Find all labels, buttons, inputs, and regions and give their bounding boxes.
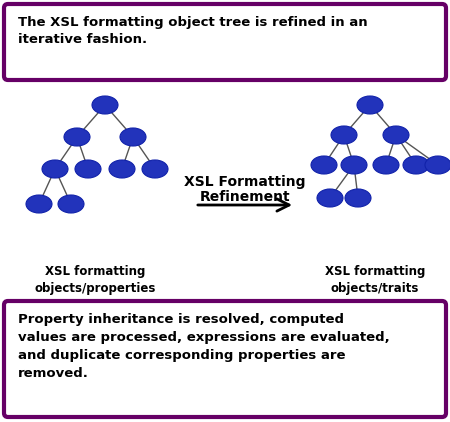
Ellipse shape (311, 156, 337, 174)
Ellipse shape (64, 128, 90, 146)
Text: The XSL formatting object tree is refined in an
iterative fashion.: The XSL formatting object tree is refine… (18, 16, 368, 46)
Ellipse shape (383, 126, 409, 144)
FancyBboxPatch shape (4, 4, 446, 80)
Ellipse shape (142, 160, 168, 178)
Ellipse shape (357, 96, 383, 114)
Ellipse shape (317, 189, 343, 207)
Text: Refinement: Refinement (200, 190, 290, 204)
Ellipse shape (75, 160, 101, 178)
Ellipse shape (26, 195, 52, 213)
Text: XSL Formatting: XSL Formatting (184, 175, 306, 189)
Ellipse shape (42, 160, 68, 178)
Ellipse shape (120, 128, 146, 146)
Ellipse shape (109, 160, 135, 178)
Ellipse shape (373, 156, 399, 174)
Ellipse shape (58, 195, 84, 213)
Ellipse shape (341, 156, 367, 174)
Text: Property inheritance is resolved, computed
values are processed, expressions are: Property inheritance is resolved, comput… (18, 313, 390, 380)
Ellipse shape (425, 156, 450, 174)
FancyBboxPatch shape (4, 301, 446, 417)
Text: XSL formatting
objects/properties: XSL formatting objects/properties (34, 265, 156, 295)
Ellipse shape (345, 189, 371, 207)
Text: XSL formatting
objects/traits: XSL formatting objects/traits (325, 265, 425, 295)
Ellipse shape (403, 156, 429, 174)
Ellipse shape (92, 96, 118, 114)
Ellipse shape (331, 126, 357, 144)
